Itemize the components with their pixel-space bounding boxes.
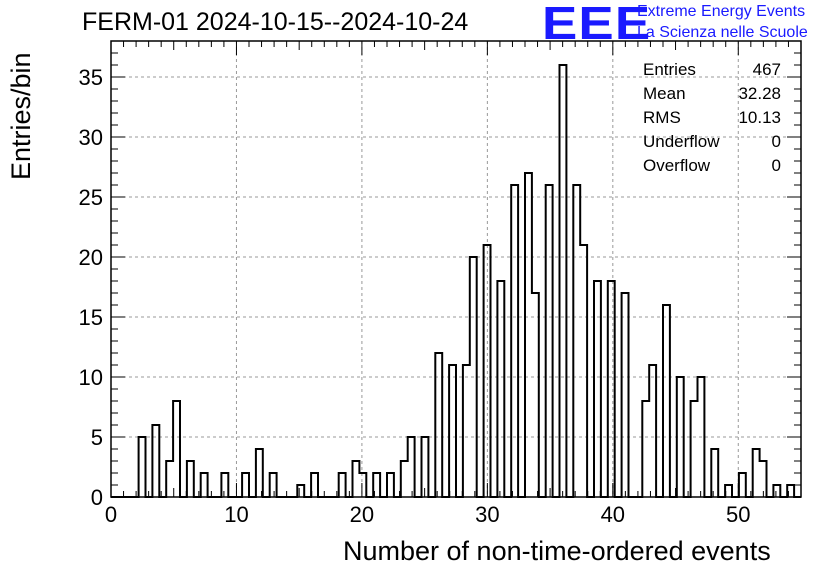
x-tick-label: 50 [726,502,750,527]
y-tick-label: 0 [91,485,103,510]
x-tick-label: 40 [601,502,625,527]
y-tick-label: 35 [79,65,103,90]
axes [110,40,802,498]
stats-key: Overflow [643,156,711,175]
stats-value: 0 [771,156,781,175]
eee-logo: EEE [542,0,652,49]
stats-key: RMS [643,108,681,127]
stats-value: 0 [771,132,781,151]
stats-value: 10.13 [738,108,781,127]
x-tick-label: 10 [224,502,248,527]
stats-key: Entries [643,60,696,79]
chart-title: FERM-01 2024-10-15--2024-10-24 [82,8,469,36]
y-tick-label: 25 [79,185,103,210]
stats-row-underflow: Underflow 0 [643,132,781,156]
x-axis-label: Number of non-time-ordered events [343,536,771,566]
x-tick-label: 0 [105,502,117,527]
stats-row-overflow: Overflow 0 [643,156,781,180]
tick-labels: 0 10 20 30 40 50 0 5 10 15 20 25 30 35 [79,65,751,527]
logo-caption-line2: La Scienza nelle Scuole [637,24,808,41]
stats-row-entries: Entries 467 [643,60,781,84]
y-tick-label: 10 [79,365,103,390]
y-axis-label: Entries/bin [6,52,36,180]
stats-key: Underflow [643,132,720,151]
y-tick-label: 15 [79,305,103,330]
x-tick-label: 20 [350,502,374,527]
y-tick-label: 5 [91,425,103,450]
stats-row-mean: Mean 32.28 [643,84,781,108]
x-tick-label: 30 [475,502,499,527]
stats-row-rms: RMS 10.13 [643,108,781,132]
stats-key: Mean [643,84,686,103]
stats-value: 32.28 [738,84,781,103]
logo-caption-line1: Extreme Energy Events [637,3,806,20]
stats-value: 467 [752,60,781,79]
y-tick-label: 30 [79,125,103,150]
y-tick-label: 20 [79,245,103,270]
stats-box: Entries 467 Mean 32.28 RMS 10.13 Underfl… [643,60,781,180]
